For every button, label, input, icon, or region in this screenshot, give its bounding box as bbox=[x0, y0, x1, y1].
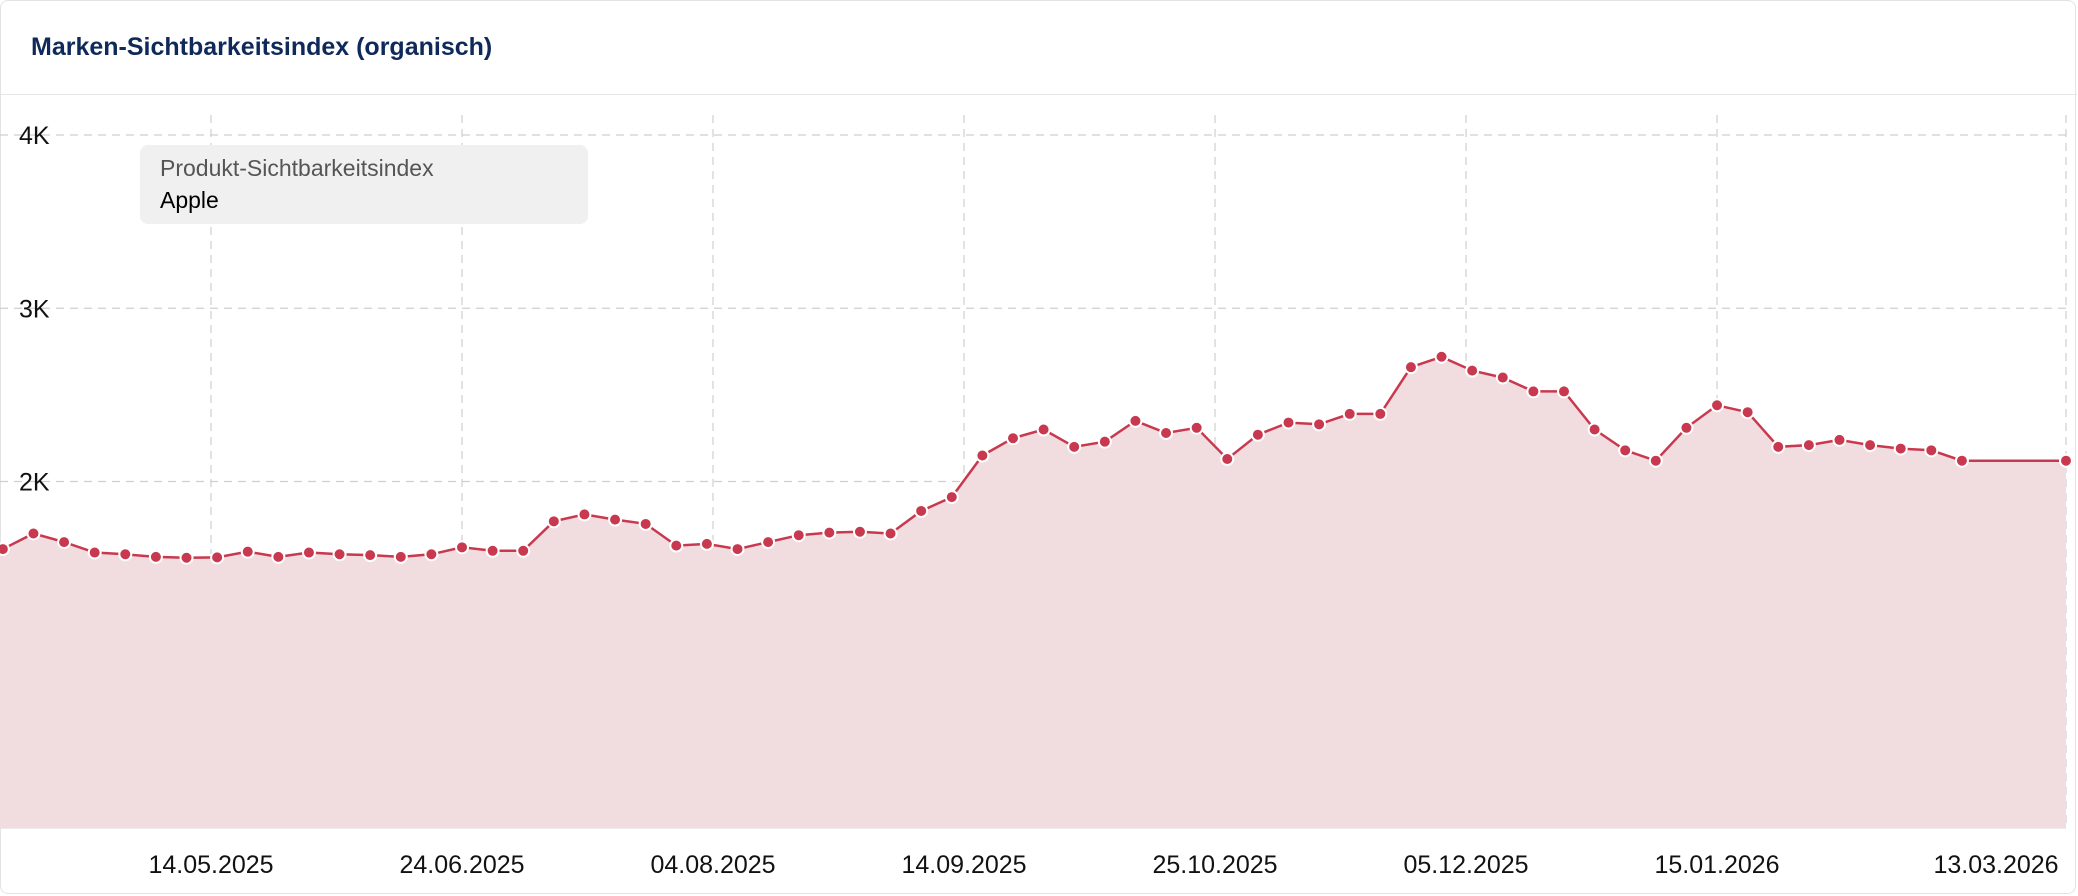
data-point bbox=[1863, 438, 1878, 453]
data-point bbox=[1097, 434, 1112, 449]
legend-label: Produkt-Sichtbarkeitsindex bbox=[160, 155, 434, 181]
data-point bbox=[1342, 406, 1357, 421]
data-point bbox=[1036, 422, 1051, 437]
data-point bbox=[577, 507, 592, 522]
series-line bbox=[0, 355, 2066, 559]
data-point bbox=[669, 538, 684, 553]
y-tick-label: 4K bbox=[19, 122, 50, 150]
data-point bbox=[1924, 443, 1939, 458]
data-point bbox=[1648, 453, 1663, 468]
data-point bbox=[1159, 425, 1174, 440]
data-point bbox=[944, 490, 959, 505]
series-points bbox=[0, 349, 2073, 565]
legend-series-name: Apple bbox=[160, 187, 219, 213]
x-tick-label: 24.06.2025 bbox=[399, 851, 524, 879]
data-point bbox=[1067, 439, 1082, 454]
x-tick-label: 04.08.2025 bbox=[650, 851, 775, 879]
data-point bbox=[1250, 427, 1265, 442]
chart-legend: Produkt-Sichtbarkeitsindex Apple bbox=[140, 145, 588, 224]
data-point bbox=[761, 535, 776, 550]
data-point bbox=[301, 545, 316, 560]
data-point bbox=[822, 525, 837, 540]
data-point bbox=[1740, 405, 1755, 420]
data-point bbox=[26, 526, 41, 541]
data-point bbox=[1801, 438, 1816, 453]
x-tick-label: 15.01.2026 bbox=[1654, 851, 1779, 879]
data-point bbox=[485, 543, 500, 558]
data-point bbox=[791, 528, 806, 543]
data-point bbox=[1434, 349, 1449, 364]
data-point bbox=[1893, 441, 1908, 456]
panel-header: Marken-Sichtbarkeitsindex (organisch) bbox=[1, 1, 2077, 95]
data-point bbox=[516, 543, 531, 558]
data-point bbox=[179, 550, 194, 565]
data-point bbox=[608, 512, 623, 527]
data-point bbox=[240, 544, 255, 559]
data-point bbox=[1281, 415, 1296, 430]
data-point bbox=[1679, 420, 1694, 435]
data-point bbox=[975, 448, 990, 463]
data-point bbox=[1954, 453, 1969, 468]
data-point bbox=[363, 548, 378, 563]
panel-title: Marken-Sichtbarkeitsindex (organisch) bbox=[31, 33, 493, 61]
x-tick-label: 05.12.2025 bbox=[1403, 851, 1528, 879]
data-point bbox=[1832, 432, 1847, 447]
data-point bbox=[393, 549, 408, 564]
data-point bbox=[0, 542, 10, 557]
data-point bbox=[852, 524, 867, 539]
data-point bbox=[148, 549, 163, 564]
data-point bbox=[1587, 422, 1602, 437]
data-point bbox=[1710, 398, 1725, 413]
data-point bbox=[638, 516, 653, 531]
data-point bbox=[1189, 420, 1204, 435]
data-point bbox=[1465, 363, 1480, 378]
data-point bbox=[210, 550, 225, 565]
data-point bbox=[424, 547, 439, 562]
data-point bbox=[1005, 431, 1020, 446]
data-point bbox=[1771, 439, 1786, 454]
data-point bbox=[271, 549, 286, 564]
data-point bbox=[1128, 413, 1143, 428]
data-point bbox=[332, 547, 347, 562]
x-tick-label: 25.10.2025 bbox=[1152, 851, 1277, 879]
data-point bbox=[1373, 406, 1388, 421]
data-point bbox=[1495, 370, 1510, 385]
x-tick-label: 14.05.2025 bbox=[148, 851, 273, 879]
data-point bbox=[1526, 384, 1541, 399]
data-point bbox=[57, 535, 72, 550]
data-point bbox=[118, 547, 133, 562]
data-point bbox=[914, 503, 929, 518]
data-point bbox=[455, 540, 470, 555]
data-point bbox=[883, 526, 898, 541]
data-point bbox=[699, 536, 714, 551]
data-point bbox=[1556, 384, 1571, 399]
data-point bbox=[2059, 453, 2073, 468]
series-area bbox=[0, 356, 2066, 828]
data-point bbox=[1312, 417, 1327, 432]
data-point bbox=[546, 514, 561, 529]
data-point bbox=[1403, 360, 1418, 375]
data-point bbox=[1220, 451, 1235, 466]
x-tick-label: 14.09.2025 bbox=[901, 851, 1026, 879]
x-tick-label: 13.03.2026 bbox=[1933, 851, 2058, 879]
data-point bbox=[1618, 443, 1633, 458]
y-tick-label: 2K bbox=[19, 469, 50, 497]
y-tick-label: 3K bbox=[19, 295, 50, 323]
data-point bbox=[730, 542, 745, 557]
data-point bbox=[87, 545, 102, 560]
